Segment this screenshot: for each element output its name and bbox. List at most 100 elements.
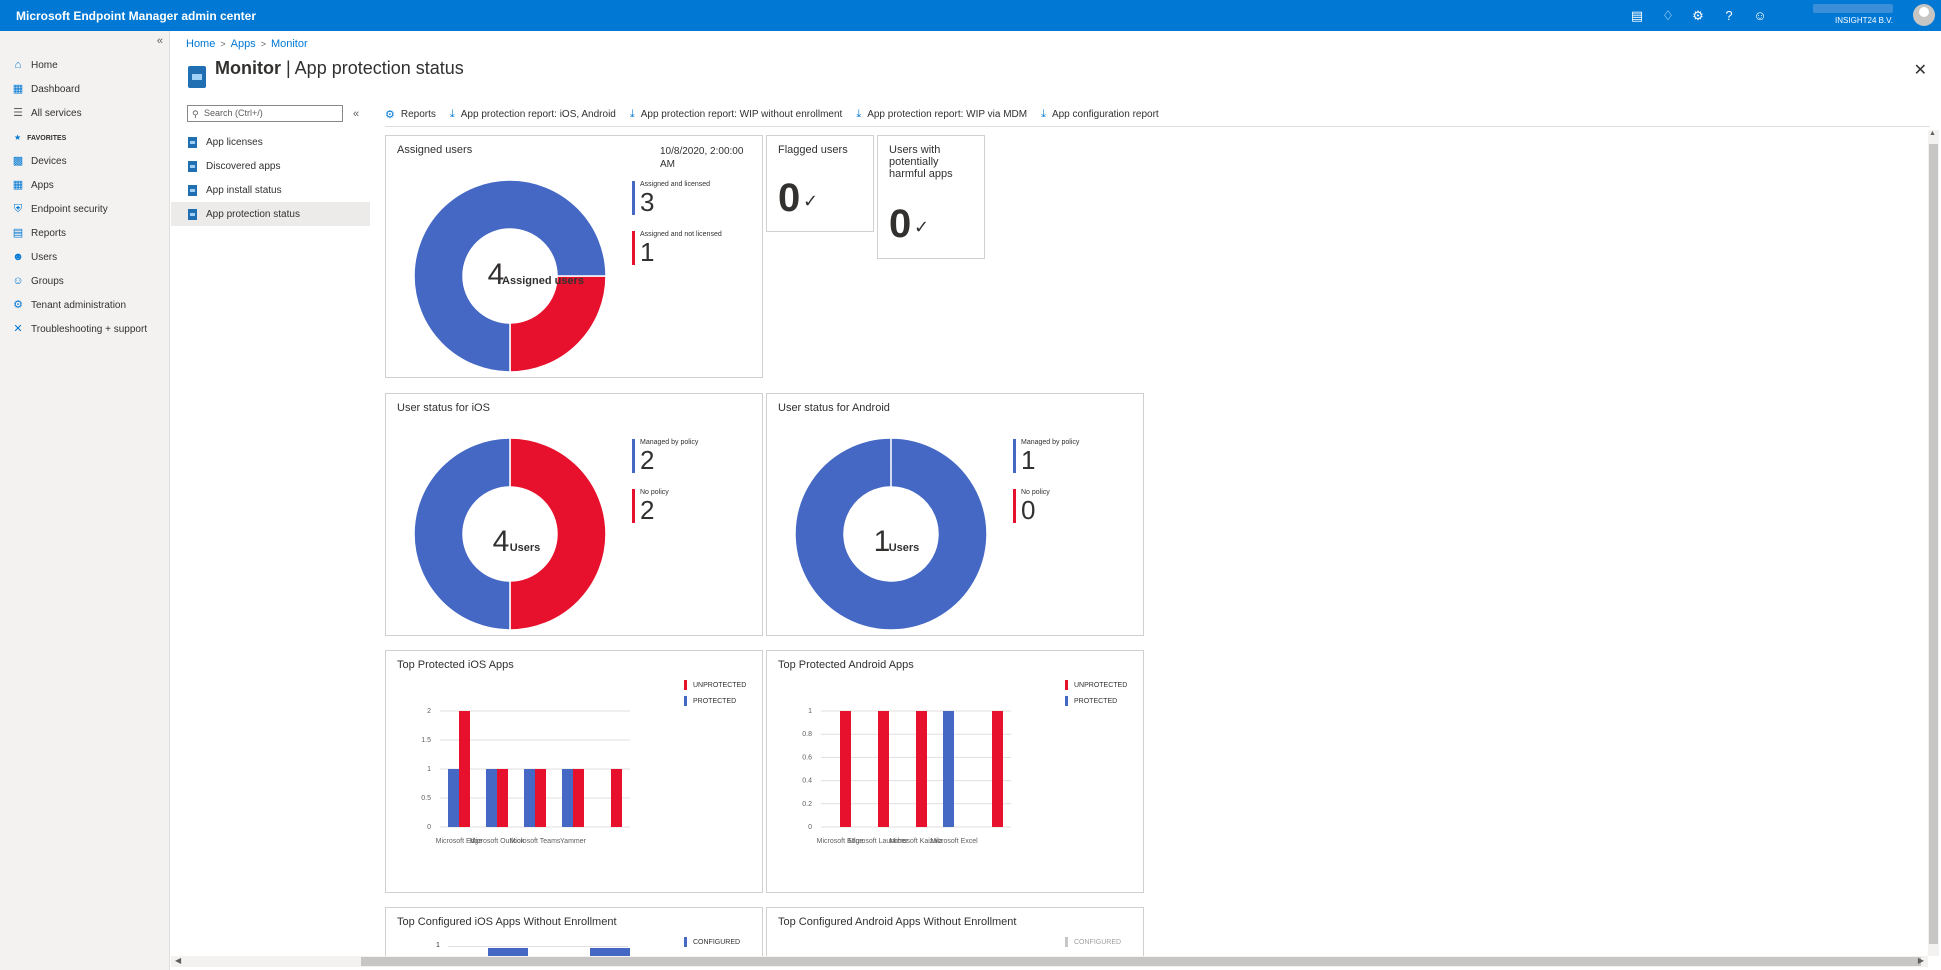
- reports-icon: ▤: [12, 227, 24, 239]
- menu-item-label: App install status: [206, 184, 282, 196]
- assigned-users-tile[interactable]: Assigned users 10/8/2020, 2:00:00 AM 4 A…: [385, 135, 763, 378]
- app-configuration-report-button[interactable]: ⤓ App configuration report: [1041, 108, 1159, 121]
- wip-without-enrollment-report-button[interactable]: ⤓ App protection report: WIP without enro…: [630, 108, 842, 121]
- tile-title: User status for Android: [778, 402, 890, 414]
- tile-title: Users with potentially harmful apps: [889, 144, 953, 180]
- donut-center-value: 1: [874, 525, 891, 558]
- harmful-apps-tile[interactable]: Users with potentially harmful apps 0 ✓: [877, 135, 985, 259]
- bar-unprotected[interactable]: [916, 711, 927, 827]
- collapse-nav-icon[interactable]: «: [156, 35, 163, 47]
- resource-menu: ⚲ Search (Ctrl+/) « App licenses Discover…: [171, 100, 371, 960]
- download-icon: ⤓: [1041, 107, 1046, 120]
- bar-unprotected[interactable]: [573, 769, 584, 827]
- bar-protected[interactable]: [486, 769, 497, 827]
- close-icon[interactable]: ✕: [1913, 62, 1927, 79]
- reports-button[interactable]: ⚙ Reports: [385, 108, 436, 121]
- bar-unprotected[interactable]: [840, 711, 851, 827]
- top-configured-ios-apps-tile[interactable]: Top Configured iOS Apps Without Enrollme…: [385, 907, 763, 956]
- tile-date-line1: 10/8/2020, 2:00:00: [660, 146, 744, 157]
- nav-item-troubleshooting[interactable]: ✕ Troubleshooting + support: [11, 319, 147, 339]
- top-configured-android-apps-tile[interactable]: Top Configured Android Apps Without Enro…: [766, 907, 1144, 956]
- account-info[interactable]: INSIGHT24 B.V.: [1813, 4, 1893, 25]
- menu-item-app-install-status[interactable]: App install status: [171, 178, 370, 202]
- menu-search-input[interactable]: ⚲ Search (Ctrl+/): [187, 105, 343, 122]
- bar-unprotected[interactable]: [878, 711, 889, 827]
- bar-protected[interactable]: [562, 769, 573, 827]
- help-icon[interactable]: ?: [1725, 8, 1733, 23]
- scrollbar-thumb[interactable]: [361, 957, 1921, 966]
- download-icon: ⤓: [629, 107, 635, 120]
- bar-unprotected[interactable]: [992, 711, 1003, 827]
- nav-item-tenant-administration[interactable]: ⚙ Tenant administration: [11, 295, 126, 315]
- legend-value: 2: [640, 495, 655, 525]
- vertical-scrollbar[interactable]: ▲: [1928, 130, 1939, 956]
- horizontal-scrollbar[interactable]: ◀ ▶: [171, 956, 1928, 967]
- breadcrumb-monitor[interactable]: Monitor: [270, 38, 308, 50]
- top-protected-android-apps-tile[interactable]: Top Protected Android Apps 0 0.2 0.4 0.6 0.8…: [766, 650, 1144, 893]
- donut-slice[interactable]: [794, 437, 988, 631]
- feedback-icon[interactable]: ▤: [1630, 8, 1644, 23]
- donut-slice[interactable]: [509, 437, 607, 631]
- nav-item-home[interactable]: ⌂ Home: [11, 55, 58, 75]
- scroll-left-icon[interactable]: ◀: [175, 956, 182, 965]
- book-icon: [188, 160, 197, 172]
- bar-unprotected[interactable]: [497, 769, 508, 827]
- bar-protected[interactable]: [448, 769, 459, 827]
- scrollbar-thumb[interactable]: [1929, 144, 1938, 944]
- nav-item-all-services[interactable]: ☰ All services: [11, 103, 82, 123]
- nav-item-dashboard[interactable]: ▦ Dashboard: [11, 79, 80, 99]
- bar-unprotected[interactable]: [611, 769, 622, 827]
- breadcrumb-home[interactable]: Home: [186, 38, 216, 50]
- bell-icon[interactable]: ♢: [1662, 8, 1674, 23]
- bar-protected[interactable]: [524, 769, 535, 827]
- checkmark-icon: ✓: [803, 191, 819, 211]
- nav-item-endpoint-security[interactable]: ⛨ Endpoint security: [11, 199, 108, 219]
- donut-slice[interactable]: [413, 179, 607, 373]
- bar-unprotected[interactable]: [535, 769, 546, 827]
- donut-legend: Assigned and licensed 3 Assigned and not …: [632, 181, 722, 281]
- donut-slice[interactable]: [413, 437, 511, 631]
- legend-item: PROTECTED: [1065, 693, 1127, 709]
- legend-value: 1: [640, 237, 655, 267]
- scroll-right-icon[interactable]: ▶: [1917, 956, 1924, 965]
- smiley-icon[interactable]: ☺: [1753, 8, 1767, 23]
- account-name-blurred: [1813, 4, 1893, 13]
- legend-item: Assigned and licensed 3: [632, 181, 722, 231]
- avatar[interactable]: [1913, 4, 1935, 26]
- ios-user-status-tile[interactable]: User status for iOS 4 Users Managed by p…: [385, 393, 763, 636]
- nav-item-groups[interactable]: ☺ Groups: [11, 271, 63, 291]
- scroll-up-icon[interactable]: ▲: [1929, 130, 1936, 137]
- tenant-icon: ⚙: [13, 299, 23, 311]
- tile-title: Flagged users: [778, 144, 848, 156]
- menu-item-app-licenses[interactable]: App licenses: [171, 130, 370, 154]
- wip-via-mdm-report-button[interactable]: ⤓ App protection report: WIP via MDM: [856, 108, 1027, 121]
- legend-swatch: [632, 489, 635, 523]
- legend-label: No policy: [1021, 489, 1050, 496]
- legend-label: UNPROTECTED: [1074, 681, 1128, 689]
- gear-icon[interactable]: ⚙: [1692, 8, 1704, 23]
- top-protected-ios-apps-tile[interactable]: Top Protected iOS Apps 0 0.5 1 1.5 2 Microsof…: [385, 650, 763, 893]
- nav-label: Home: [31, 59, 58, 71]
- android-user-status-tile[interactable]: User status for Android 1 Users Managed …: [766, 393, 1144, 636]
- menu-item-app-protection-status[interactable]: App protection status: [171, 202, 370, 226]
- y-tick-label: 0.6: [802, 754, 812, 761]
- legend-swatch: [684, 696, 687, 706]
- legend-label: Managed by policy: [1021, 439, 1080, 446]
- ios-android-report-button[interactable]: ⤓ App protection report: iOS, Android: [450, 108, 616, 121]
- nav-label: Endpoint security: [31, 203, 108, 215]
- nav-item-reports[interactable]: ▤ Reports: [11, 223, 66, 243]
- flagged-users-tile[interactable]: Flagged users 0 ✓: [766, 135, 874, 232]
- nav-item-apps[interactable]: ▦ Apps: [11, 175, 54, 195]
- collapse-menu-icon[interactable]: «: [353, 108, 360, 120]
- y-tick-label: 2: [427, 708, 431, 715]
- breadcrumb-apps[interactable]: Apps: [230, 38, 256, 50]
- tenant-name: INSIGHT24 B.V.: [1835, 16, 1893, 25]
- bar-unprotected[interactable]: [459, 711, 470, 827]
- donut-slice[interactable]: [509, 275, 607, 373]
- menu-item-discovered-apps[interactable]: Discovered apps: [171, 154, 370, 178]
- favorites-label: FAVORITES: [27, 135, 67, 142]
- bar-protected[interactable]: [943, 711, 954, 827]
- tile-title: Top Configured iOS Apps Without Enrollme…: [397, 916, 617, 928]
- nav-item-users[interactable]: ☻ Users: [11, 247, 57, 267]
- nav-item-devices[interactable]: ▩ Devices: [11, 151, 67, 171]
